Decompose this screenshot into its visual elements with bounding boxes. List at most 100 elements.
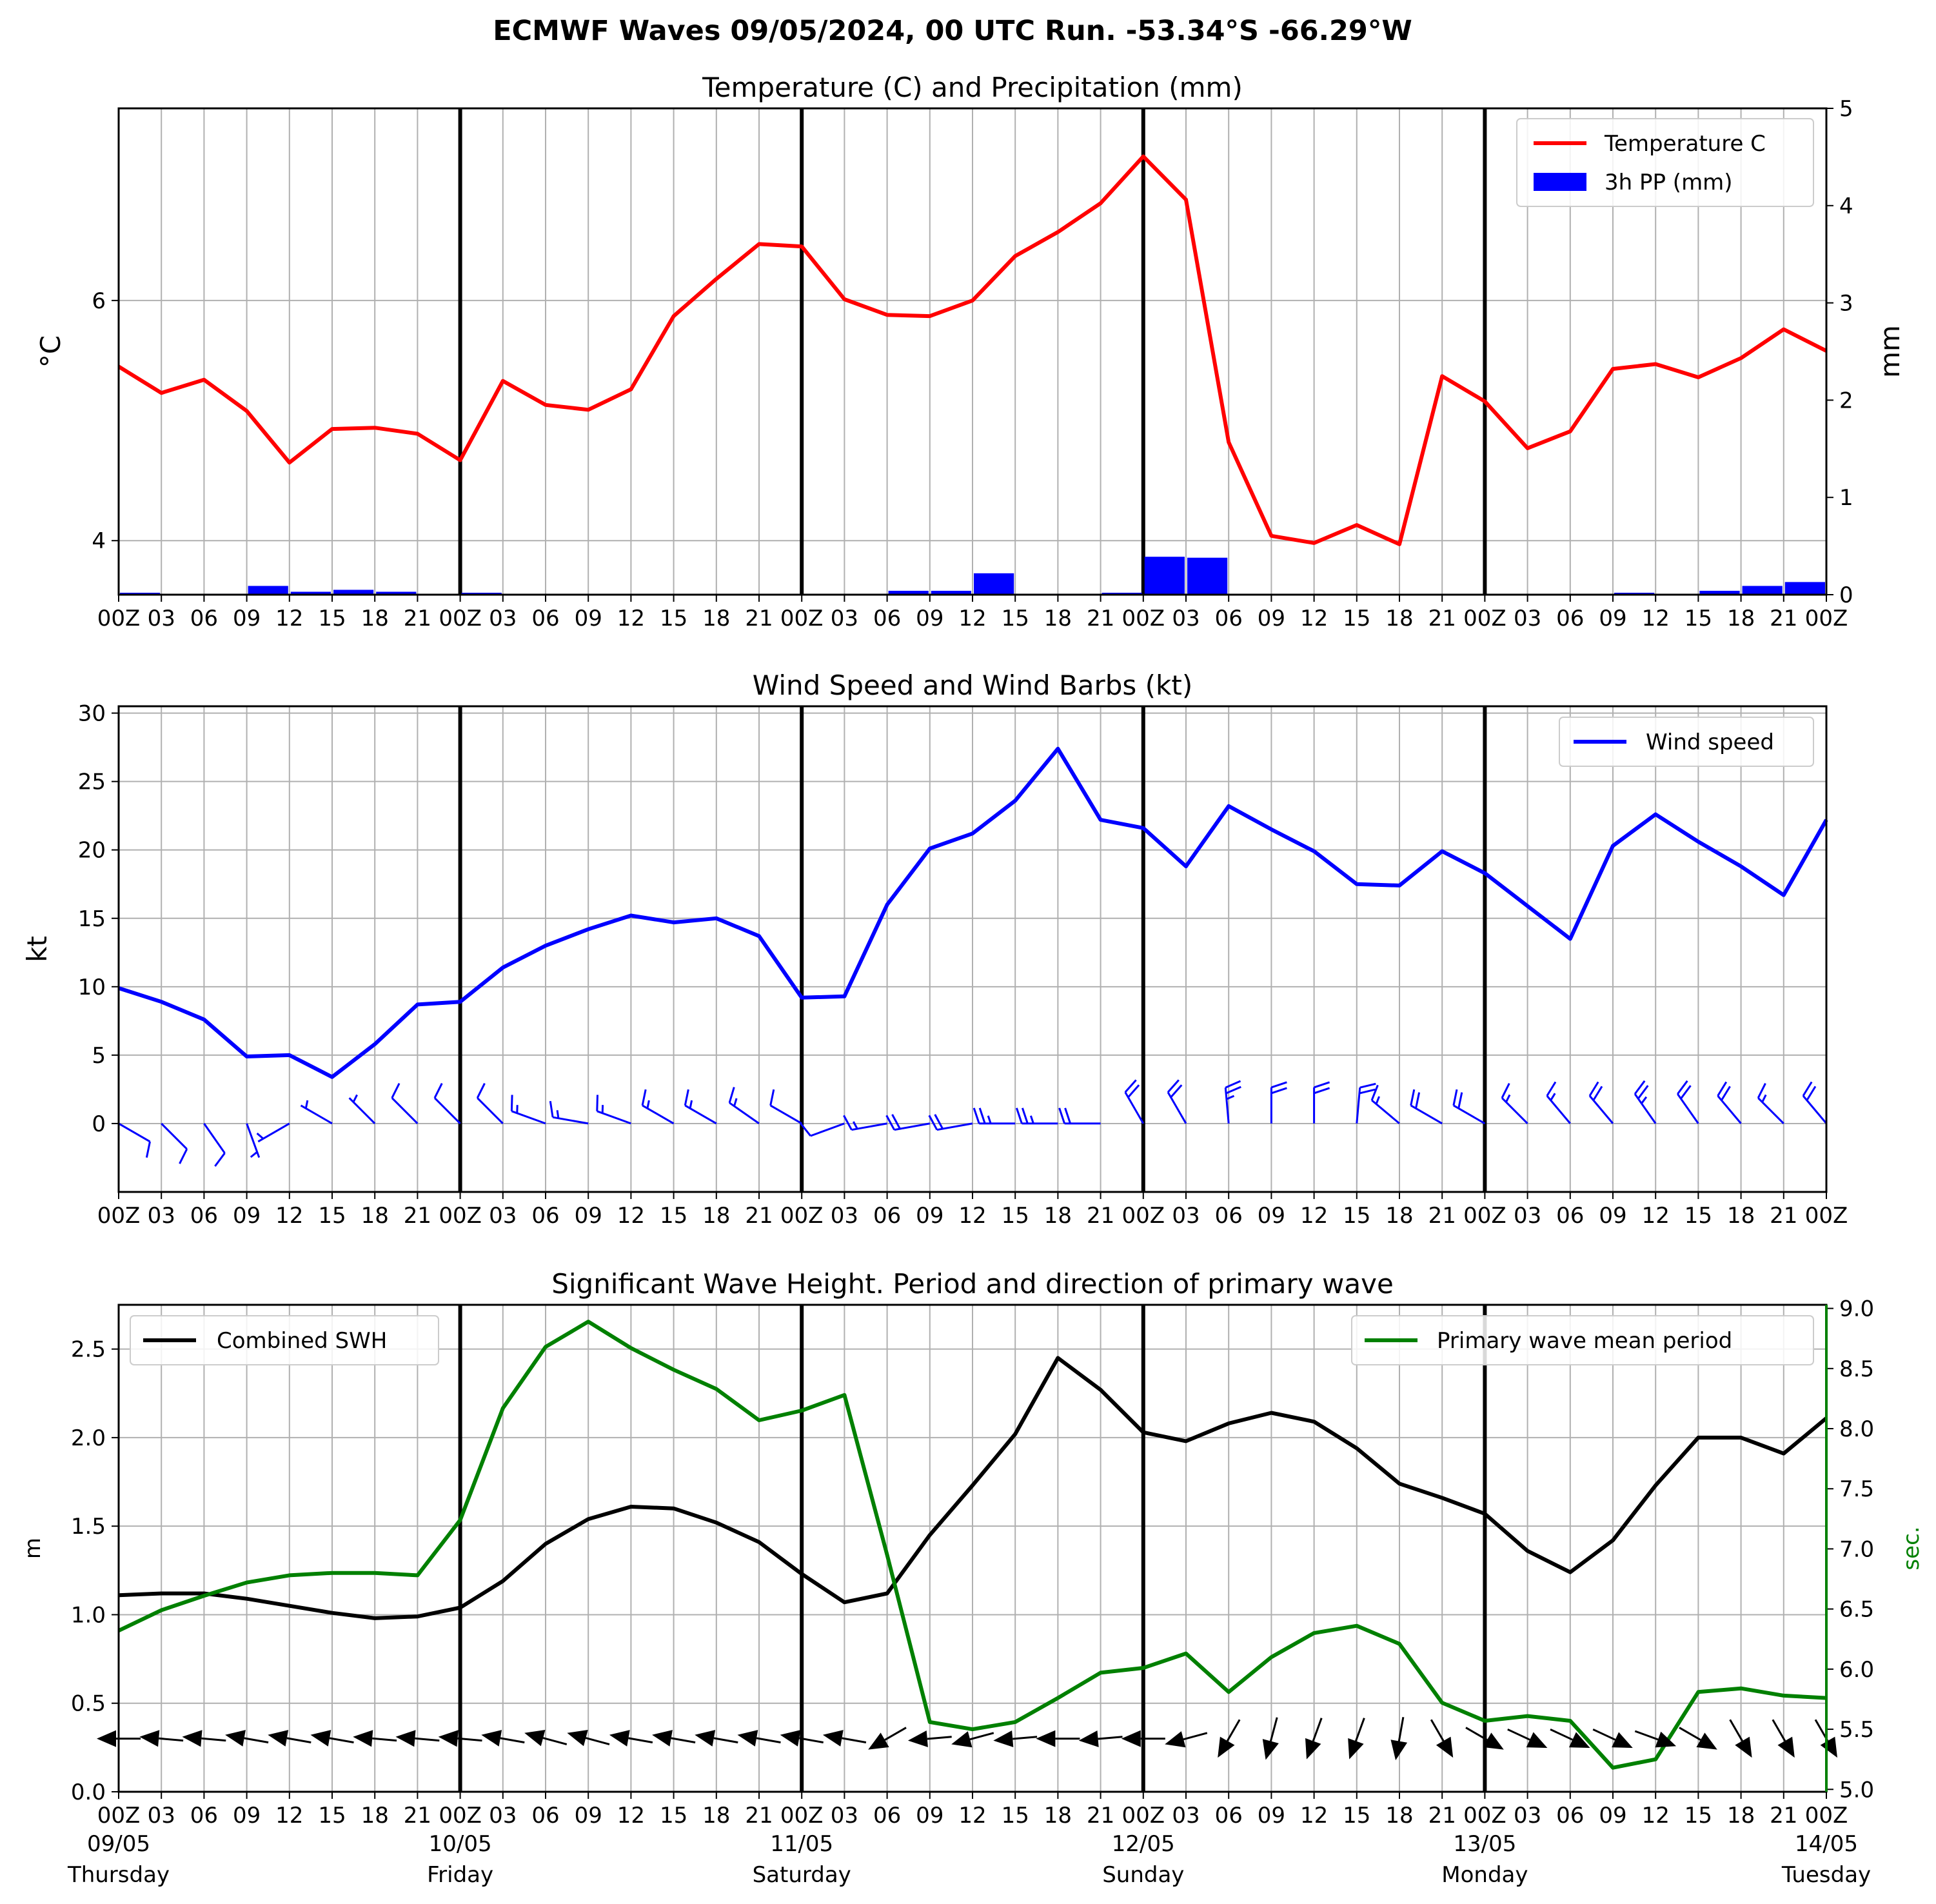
wave-direction-arrow-shaft	[159, 1737, 184, 1742]
wave-direction-arrow-head	[780, 1730, 801, 1747]
x-tick-label: 12	[958, 1803, 986, 1829]
legend-label-precip: 3h PP (mm)	[1605, 170, 1733, 195]
x-tick-label: 00Z	[1463, 1803, 1506, 1829]
x-tick-label: 03	[148, 1803, 175, 1829]
wind-barb	[1356, 1082, 1376, 1124]
y-tick-label-right: 3	[1839, 291, 1853, 317]
wave-direction-arrow-shaft	[1592, 1728, 1616, 1741]
wave-direction-arrow-head	[481, 1730, 502, 1747]
x-tick-label: 15	[1684, 606, 1712, 631]
wave-direction-arrow-head	[652, 1730, 673, 1747]
x-tick-label: 15	[1343, 606, 1370, 631]
swh-line	[118, 1356, 1828, 1620]
wind-barb	[928, 1114, 973, 1131]
y-tick-label: 2.0	[71, 1425, 106, 1451]
wave-direction-arrow-head	[993, 1730, 1014, 1747]
day-label: Sunday	[1102, 1862, 1184, 1888]
wave-direction-arrow-head	[310, 1730, 331, 1747]
wind-barb	[476, 1083, 504, 1124]
wave-direction-arrow-head	[1305, 1738, 1321, 1760]
y-tick-label: 30	[78, 701, 106, 727]
wave-direction-arrow-head	[524, 1730, 546, 1747]
legend-box	[1559, 717, 1814, 767]
x-tick-label: 12	[617, 1803, 645, 1829]
wind-barb	[246, 1123, 261, 1158]
temperature-line	[117, 154, 1828, 546]
x-tick-label: 12	[1300, 606, 1328, 631]
x-tick-label: 09	[916, 606, 943, 631]
x-tick-label: 09	[1258, 606, 1285, 631]
x-tick-label: 00Z	[439, 1803, 482, 1829]
x-tick-label: 00Z	[1805, 1803, 1848, 1829]
wind-barb	[549, 1100, 589, 1125]
x-tick-label: 21	[745, 606, 773, 631]
wave-direction-arrow-shaft	[1729, 1719, 1743, 1741]
x-tick-label: 00Z	[1122, 606, 1165, 631]
x-tick-label: 18	[702, 1203, 730, 1229]
wave-direction-arrow-shaft	[1269, 1717, 1278, 1741]
wind-barb	[843, 1115, 887, 1131]
wave-direction-arrow-shaft	[244, 1737, 269, 1743]
wave-direction-arrow-shaft	[1772, 1719, 1786, 1741]
y-tick-label-right: 6.5	[1839, 1597, 1874, 1623]
wave-direction-arrow-head	[695, 1730, 716, 1747]
x-tick-label: 00Z	[1463, 1203, 1506, 1229]
y-tick-label: 1.0	[71, 1602, 106, 1628]
wave-direction-arrow-shaft	[628, 1737, 653, 1743]
y-tick-label: 20	[78, 838, 106, 864]
wave-direction-arrow-shaft	[1550, 1728, 1574, 1741]
y-tick-label-right: 8.0	[1839, 1416, 1874, 1442]
wave-direction-arrow-shaft	[415, 1737, 440, 1742]
y-tick-label-right: 9.0	[1839, 1296, 1874, 1322]
x-tick-label: 03	[148, 1203, 175, 1229]
wave-direction-arrow-head	[225, 1730, 246, 1747]
date-label: 13/05	[1453, 1831, 1516, 1857]
wave-direction-arrow-head	[1218, 1736, 1235, 1758]
wave-direction-arrow-shaft	[500, 1737, 525, 1743]
x-tick-label: 15	[1343, 1203, 1370, 1229]
y-axis-label-right: mm	[1874, 325, 1906, 378]
x-tick-label: 12	[958, 1203, 986, 1229]
x-tick-label: 12	[1642, 1203, 1670, 1229]
x-tick-label: 18	[1727, 606, 1755, 631]
wave-direction-arrow-head	[353, 1730, 373, 1747]
y-tick-label: 15	[78, 906, 106, 932]
wave-direction-arrow-shaft	[329, 1737, 354, 1743]
y-tick-label-right: 7.0	[1839, 1536, 1874, 1562]
wind-barb	[641, 1089, 675, 1125]
y-tick-label: 10	[78, 975, 106, 1000]
y-tick-label-right: 6.0	[1839, 1657, 1874, 1683]
x-tick-label: 15	[1002, 1803, 1029, 1829]
wind-barb	[1757, 1083, 1784, 1124]
day-label: Friday	[427, 1862, 493, 1888]
y-tick-label: 5	[92, 1043, 106, 1069]
x-tick-label: 06	[873, 1203, 901, 1229]
wind-barb	[433, 1083, 461, 1124]
y-tick-label: 6	[92, 288, 106, 314]
x-tick-label: 09	[233, 1203, 261, 1229]
wave-direction-arrow-head	[1820, 1736, 1837, 1758]
x-tick-label: 15	[318, 606, 346, 631]
x-tick-label: 18	[1044, 606, 1072, 631]
wave-direction-arrow-head	[1036, 1730, 1056, 1747]
wave-direction-arrow-shaft	[884, 1727, 907, 1741]
precip-bar	[1144, 557, 1185, 595]
x-tick-label: 00Z	[1805, 1203, 1848, 1229]
x-tick-label: 18	[361, 1803, 389, 1829]
wave-direction-arrow-shaft	[1507, 1728, 1530, 1741]
x-tick-label: 06	[190, 1803, 218, 1829]
wave-direction-arrow-head	[822, 1730, 844, 1747]
wind-barb	[1167, 1079, 1187, 1124]
x-tick-label: 06	[531, 1203, 559, 1229]
precip-bar	[931, 590, 971, 595]
wave-direction-arrow-shaft	[286, 1737, 311, 1743]
wave-direction-arrow-shaft	[969, 1732, 994, 1741]
wind-barb	[1677, 1080, 1699, 1124]
x-tick-label: 09	[233, 1803, 261, 1829]
wave-direction-arrow-shaft	[1012, 1736, 1038, 1740]
wind-barb	[973, 1107, 1016, 1125]
plot-frame	[117, 705, 1828, 1193]
x-tick-label: 09	[1599, 1203, 1626, 1229]
x-tick-label: 18	[1385, 1203, 1413, 1229]
